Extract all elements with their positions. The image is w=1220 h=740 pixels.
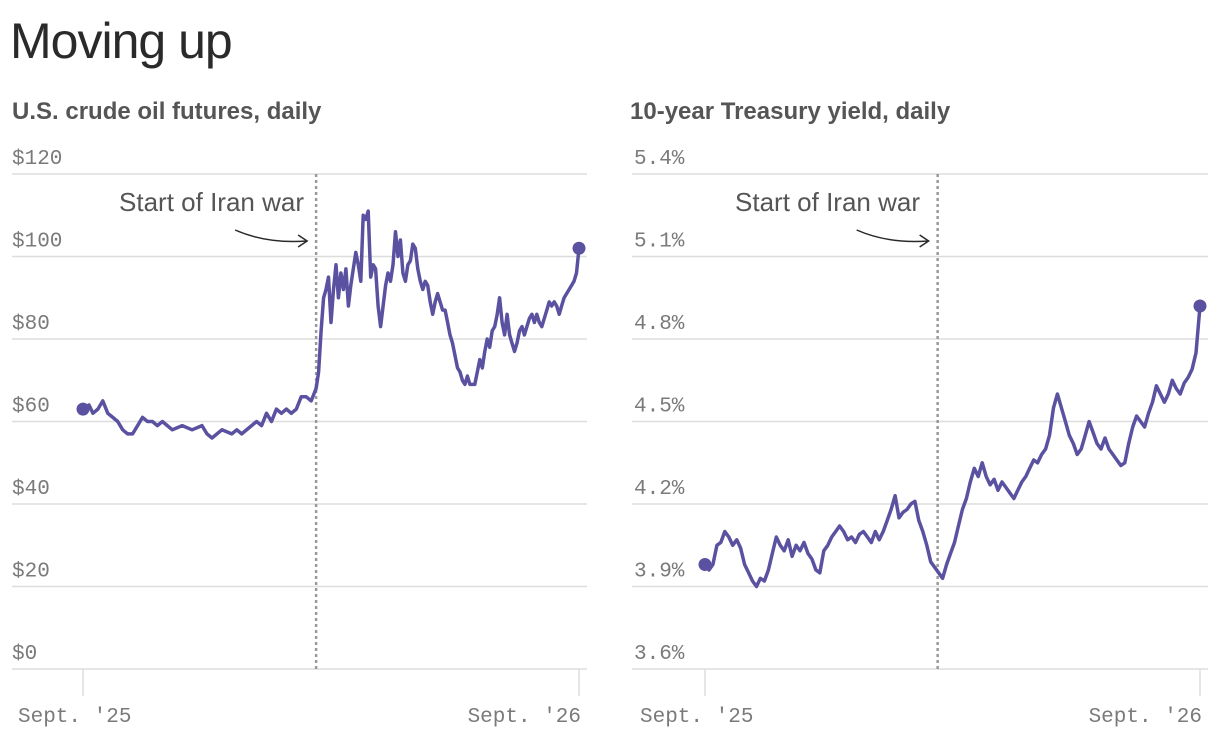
oil-ytick-label: $60 [12, 396, 50, 419]
yield-ytick-label: 4.5% [634, 396, 685, 419]
oil-event-arrow [234, 229, 308, 243]
yield-ytick-labels: 5.4% 5.1% 4.8% 4.5% 4.2% 3.9% 3.6% [634, 148, 685, 666]
yield-event-label: Start of Iran war [735, 187, 920, 217]
treasury-yield-chart: 5.4%5.1%4.8%4.5%4.2%3.9%3.6% Sept. '25 Se… [630, 98, 1208, 729]
yield-ytick-label: 5.1% [634, 231, 685, 254]
oil-xtick-label: Sept. '26 [468, 706, 581, 729]
oil-xtick-marks [82, 669, 580, 696]
yield-xtick-label: Sept. '25 [640, 706, 753, 729]
yield-ytick-label: 5.4% [634, 148, 685, 171]
oil-ytick-label: $120 [12, 148, 62, 171]
oil-ytick-label: $40 [12, 478, 50, 501]
yield-ytick-label: 4.8% [634, 313, 685, 336]
oil-ytick-label: $100 [12, 231, 62, 254]
yield-gridlines [632, 173, 1208, 670]
yield-event-arrow [856, 229, 929, 243]
yield-start-point [698, 558, 712, 571]
oil-chart-subtitle: U.S. crude oil futures, daily [12, 98, 322, 125]
oil-ytick-label: $20 [12, 561, 50, 584]
oil-end-point [572, 241, 586, 255]
yield-ytick-label: 4.2% [634, 478, 685, 501]
yield-chart-subtitle: 10-year Treasury yield, daily [630, 98, 951, 125]
yield-xtick-labels: Sept. '25 Sept. '26 [640, 706, 1202, 729]
yield-series-line [703, 305, 1202, 589]
oil-start-point [76, 402, 90, 416]
yield-event-arrowhead [919, 234, 931, 248]
yield-end-point [1193, 299, 1207, 313]
yield-xtick-label: Sept. '26 [1089, 706, 1202, 729]
oil-xtick-labels: Sept. '25 Sept. '26 [18, 706, 581, 729]
page-title: Moving up [10, 13, 233, 69]
oil-event-arrowhead [297, 234, 309, 248]
oil-xtick-label: Sept. '25 [18, 706, 131, 729]
yield-xtick-marks [704, 669, 1201, 696]
oil-gridlines [12, 173, 587, 670]
oil-ytick-labels: $120 $100 $80 $60 $40 $20 $0 [12, 148, 62, 666]
oil-event-label: Start of Iran war [119, 187, 304, 217]
oil-futures-chart: $120$100$80$60$40$20$0 Sept. '25 Sept. '2… [12, 98, 587, 729]
oil-ytick-label: $80 [12, 313, 50, 336]
yield-ytick-label: 3.6% [634, 643, 685, 666]
oil-series-line [82, 209, 581, 440]
oil-ytick-label: $0 [12, 643, 37, 666]
yield-ytick-label: 3.9% [634, 561, 685, 584]
